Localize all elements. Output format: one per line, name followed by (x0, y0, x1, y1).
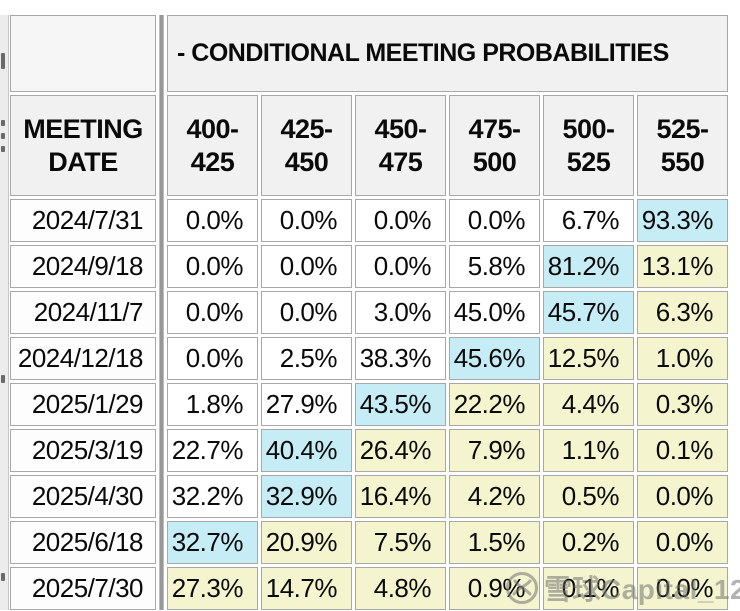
column-header-450-475: 450- 475 (355, 95, 446, 196)
meeting-date-cell: 2024/7/31 (10, 199, 156, 242)
probability-cell: 1.8% (167, 383, 258, 426)
probability-cell: 0.0% (167, 199, 258, 242)
probability-cell: 0.0% (355, 245, 446, 288)
probability-cell: 45.0% (449, 291, 540, 334)
column-header-line1: 525- (656, 113, 709, 144)
meeting-date-header: MEETING DATE (10, 95, 156, 196)
probability-cell: 0.0% (261, 245, 352, 288)
probability-cell: 0.0% (449, 199, 540, 242)
meeting-date-header-line2: DATE (48, 146, 118, 177)
probability-cell: 38.3% (355, 337, 446, 380)
probability-cell: 7.5% (355, 521, 446, 564)
probability-cell: 13.1% (637, 245, 728, 288)
probability-cell: 27.3% (167, 567, 258, 610)
probability-cell: 40.4% (261, 429, 352, 472)
probability-cell: 43.5% (355, 383, 446, 426)
probability-cell: 26.4% (355, 429, 446, 472)
probability-cell: 16.4% (355, 475, 446, 518)
column-header-line1: 450- (374, 113, 427, 144)
probability-cell: 20.9% (261, 521, 352, 564)
edge-artifact (1, 133, 5, 139)
probability-cell: 5.8% (449, 245, 540, 288)
probability-cell: 0.0% (261, 291, 352, 334)
probability-cell: 81.2% (543, 245, 634, 288)
probability-cell: 0.0% (637, 475, 728, 518)
column-header-line2: 550 (660, 146, 705, 177)
column-header-475-500: 475- 500 (449, 95, 540, 196)
probability-cell: 45.7% (543, 291, 634, 334)
column-header-line1: 400- (186, 113, 239, 144)
probability-cell: 0.0% (355, 199, 446, 242)
edge-artifact (1, 573, 5, 581)
probability-cell: 0.1% (543, 567, 634, 610)
probability-cell: 45.6% (449, 337, 540, 380)
edge-artifact (1, 375, 5, 383)
column-header-500-525: 500- 525 (543, 95, 634, 196)
probability-table: - CONDITIONAL MEETING PROBABILITIES MEET… (10, 15, 728, 610)
probability-cell: 0.0% (637, 567, 728, 610)
probability-cell: 93.3% (637, 199, 728, 242)
probability-cell: 0.0% (637, 521, 728, 564)
cropped-left-edge (0, 15, 9, 610)
column-header-line2: 525 (566, 146, 611, 177)
probability-cell: 0.0% (167, 291, 258, 334)
probability-cell: 32.9% (261, 475, 352, 518)
probability-cell: 4.8% (355, 567, 446, 610)
meeting-date-cell: 2025/1/29 (10, 383, 156, 426)
probability-cell: 22.2% (449, 383, 540, 426)
column-header-425-450: 425- 450 (261, 95, 352, 196)
probability-cell: 0.9% (449, 567, 540, 610)
probability-cell: 22.7% (167, 429, 258, 472)
probability-cell: 3.0% (355, 291, 446, 334)
probability-cell: 4.4% (543, 383, 634, 426)
probability-cell: 0.0% (261, 199, 352, 242)
probability-cell: 7.9% (449, 429, 540, 472)
meeting-date-cell: 2024/11/7 (10, 291, 156, 334)
column-header-line2: 475 (378, 146, 423, 177)
probability-cell: 6.7% (543, 199, 634, 242)
probability-cell: 4.2% (449, 475, 540, 518)
meeting-date-cell: 2024/9/18 (10, 245, 156, 288)
probability-cell: 0.0% (167, 245, 258, 288)
column-header-line2: 425 (190, 146, 235, 177)
probability-cell: 27.9% (261, 383, 352, 426)
probability-cell: 14.7% (261, 567, 352, 610)
probability-cell: 2.5% (261, 337, 352, 380)
probability-cell: 32.7% (167, 521, 258, 564)
meeting-date-cell: 2025/7/30 (10, 567, 156, 610)
probability-cell: 0.0% (167, 337, 258, 380)
column-header-line2: 450 (284, 146, 329, 177)
meeting-date-cell: 2025/3/19 (10, 429, 156, 472)
column-header-line1: 475- (468, 113, 521, 144)
column-header-400-425: 400- 425 (167, 95, 258, 196)
probability-cell: 0.1% (637, 429, 728, 472)
probability-cell: 0.3% (637, 383, 728, 426)
column-header-line2: 500 (472, 146, 517, 177)
probability-cell: 1.1% (543, 429, 634, 472)
probability-cell: 12.5% (543, 337, 634, 380)
table-title: - CONDITIONAL MEETING PROBABILITIES (167, 15, 728, 92)
edge-artifact (1, 53, 5, 69)
edge-artifact (1, 120, 5, 126)
probability-cell: 1.5% (449, 521, 540, 564)
column-header-line1: 425- (280, 113, 333, 144)
probability-cell: 32.2% (167, 475, 258, 518)
probability-cell: 0.5% (543, 475, 634, 518)
column-header-line1: 500- (562, 113, 615, 144)
probability-cell: 0.2% (543, 521, 634, 564)
column-divider (159, 15, 164, 610)
probability-cell: 1.0% (637, 337, 728, 380)
meeting-date-cell: 2025/4/30 (10, 475, 156, 518)
edge-artifact (1, 146, 5, 152)
meeting-date-cell: 2024/12/18 (10, 337, 156, 380)
corner-cell (10, 15, 156, 92)
column-header-525-550: 525- 550 (637, 95, 728, 196)
probability-cell: 6.3% (637, 291, 728, 334)
meeting-date-cell: 2025/6/18 (10, 521, 156, 564)
meeting-date-header-line1: MEETING (23, 113, 143, 144)
